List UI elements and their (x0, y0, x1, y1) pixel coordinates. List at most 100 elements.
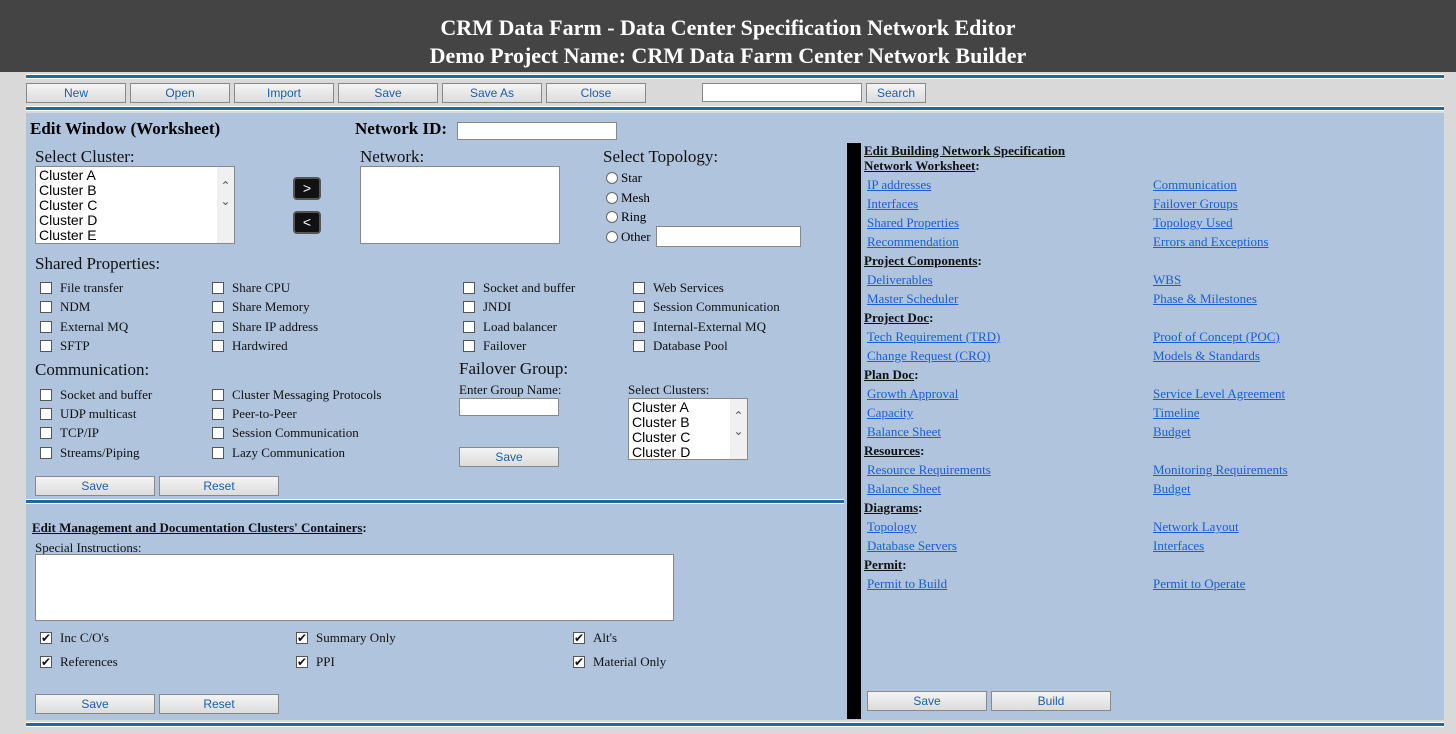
link-change-request-crq[interactable]: Change Request (CRQ) (867, 348, 991, 363)
checkbox[interactable] (212, 321, 224, 333)
worksheet-save-button[interactable]: Save (35, 476, 155, 496)
network-listbox[interactable] (360, 166, 560, 244)
scrollbar[interactable]: ⌃ ⌄ (730, 399, 747, 459)
radio-button[interactable] (606, 231, 618, 243)
link-master-scheduler[interactable]: Master Scheduler (867, 291, 959, 306)
link-phase-milestones[interactable]: Phase & Milestones (1153, 291, 1257, 306)
close-button[interactable]: Close (546, 83, 646, 103)
checkbox[interactable] (212, 389, 224, 401)
list-item[interactable]: Cluster E (39, 227, 97, 243)
checkbox[interactable] (633, 321, 645, 333)
checkbox-hardwired[interactable]: Hardwired (212, 338, 288, 354)
build-button[interactable]: Build (991, 691, 1111, 711)
link-monitoring-requirements[interactable]: Monitoring Requirements (1153, 462, 1288, 477)
checkbox-socket-and-buffer[interactable]: Socket and buffer (40, 387, 152, 403)
checkbox-web-services[interactable]: Web Services (633, 280, 724, 296)
link-service-level-agreement[interactable]: Service Level Agreement (1153, 386, 1286, 401)
management-reset-button[interactable]: Reset (159, 694, 279, 714)
link-shared-properties[interactable]: Shared Properties (867, 215, 960, 230)
checkbox[interactable] (463, 301, 475, 313)
checkbox[interactable] (463, 282, 475, 294)
link-permit-to-build[interactable]: Permit to Build (867, 576, 948, 591)
link-deliverables[interactable]: Deliverables (867, 272, 933, 287)
link-network-layout[interactable]: Network Layout (1153, 519, 1239, 534)
radio-mesh[interactable]: Mesh (606, 190, 650, 206)
checkbox-share-cpu[interactable]: Share CPU (212, 280, 290, 296)
radio-star[interactable]: Star (606, 170, 642, 186)
failover-clusters-listbox[interactable]: ⌃ ⌄ Cluster A Cluster B Cluster C Cluster D (628, 398, 748, 460)
checkbox-share-ip-address[interactable]: Share IP address (212, 319, 318, 335)
group-name-input[interactable] (459, 398, 559, 416)
checkbox[interactable] (40, 447, 52, 459)
list-item[interactable]: Cluster C (39, 197, 98, 213)
link-interfaces[interactable]: Interfaces (1153, 538, 1205, 553)
checkbox-failover[interactable]: Failover (463, 338, 526, 354)
checkbox-material-only[interactable]: ✔ Material Only (573, 654, 666, 670)
checkbox[interactable]: ✔ (296, 631, 308, 645)
list-item[interactable]: Cluster D (39, 212, 98, 228)
radio-button[interactable] (606, 192, 618, 204)
link-proof-of-concept-poc[interactable]: Proof of Concept (POC) (1153, 329, 1280, 344)
link-ip-addresses[interactable]: IP addresses (867, 177, 932, 192)
import-button[interactable]: Import (234, 83, 334, 103)
checkbox-file-transfer[interactable]: File transfer (40, 280, 123, 296)
checkbox[interactable] (40, 282, 52, 294)
list-item[interactable]: Cluster A (632, 399, 689, 415)
checkbox[interactable] (212, 447, 224, 459)
link-topology[interactable]: Topology (867, 519, 917, 534)
checkbox-lazy-communication[interactable]: Lazy Communication (212, 445, 345, 461)
move-left-button[interactable]: < (293, 211, 321, 234)
checkbox[interactable] (40, 408, 52, 420)
radio-ring[interactable]: Ring (606, 209, 646, 225)
checkbox-summary-only[interactable]: ✔ Summary Only (296, 630, 396, 646)
checkbox-inc-c-o-s[interactable]: ✔ Inc C/O's (40, 630, 109, 646)
checkbox-external-mq[interactable]: External MQ (40, 319, 128, 335)
checkbox[interactable] (212, 282, 224, 294)
other-topology-input[interactable] (656, 226, 801, 247)
checkbox-jndi[interactable]: JNDI (463, 299, 511, 315)
link-balance-sheet[interactable]: Balance Sheet (867, 424, 941, 439)
link-timeline[interactable]: Timeline (1153, 405, 1200, 420)
link-models-standards[interactable]: Models & Standards (1153, 348, 1260, 363)
link-recommendation[interactable]: Recommendation (867, 234, 959, 249)
checkbox[interactable] (40, 301, 52, 313)
link-tech-requirement-trd[interactable]: Tech Requirement (TRD) (867, 329, 1001, 344)
checkbox-sftp[interactable]: SFTP (40, 338, 90, 354)
list-item[interactable]: Cluster A (39, 167, 96, 183)
radio-other[interactable]: Other (606, 229, 651, 245)
checkbox-share-memory[interactable]: Share Memory (212, 299, 310, 315)
checkbox-udp-multicast[interactable]: UDP multicast (40, 406, 136, 422)
checkbox[interactable]: ✔ (573, 655, 585, 669)
management-save-button[interactable]: Save (35, 694, 155, 714)
checkbox[interactable] (212, 301, 224, 313)
checkbox[interactable]: ✔ (573, 631, 585, 645)
checkbox[interactable] (40, 340, 52, 352)
checkbox[interactable] (40, 427, 52, 439)
link-errors-and-exceptions[interactable]: Errors and Exceptions (1153, 234, 1269, 249)
checkbox[interactable] (463, 340, 475, 352)
checkbox-ndm[interactable]: NDM (40, 299, 90, 315)
open-button[interactable]: Open (130, 83, 230, 103)
network-id-input[interactable] (457, 122, 617, 140)
link-interfaces[interactable]: Interfaces (867, 196, 919, 211)
checkbox-streams-piping[interactable]: Streams/Piping (40, 445, 139, 461)
checkbox[interactable] (212, 408, 224, 420)
new-button[interactable]: New (26, 83, 126, 103)
checkbox[interactable] (633, 301, 645, 313)
radio-button[interactable] (606, 211, 618, 223)
checkbox[interactable] (633, 282, 645, 294)
list-item[interactable]: Cluster D (632, 444, 691, 460)
checkbox-references[interactable]: ✔ References (40, 654, 118, 670)
failover-save-button[interactable]: Save (459, 447, 559, 467)
spec-save-button[interactable]: Save (867, 691, 987, 711)
checkbox[interactable] (212, 340, 224, 352)
link-capacity[interactable]: Capacity (867, 405, 914, 420)
scrollbar[interactable]: ⌃ ⌄ (217, 167, 234, 243)
checkbox-database-pool[interactable]: Database Pool (633, 338, 728, 354)
checkbox-session-communication[interactable]: Session Communication (212, 425, 359, 441)
link-failover-groups[interactable]: Failover Groups (1153, 196, 1238, 211)
checkbox[interactable] (212, 427, 224, 439)
checkbox[interactable]: ✔ (40, 655, 52, 669)
checkbox-alt-s[interactable]: ✔ Alt's (573, 630, 617, 646)
